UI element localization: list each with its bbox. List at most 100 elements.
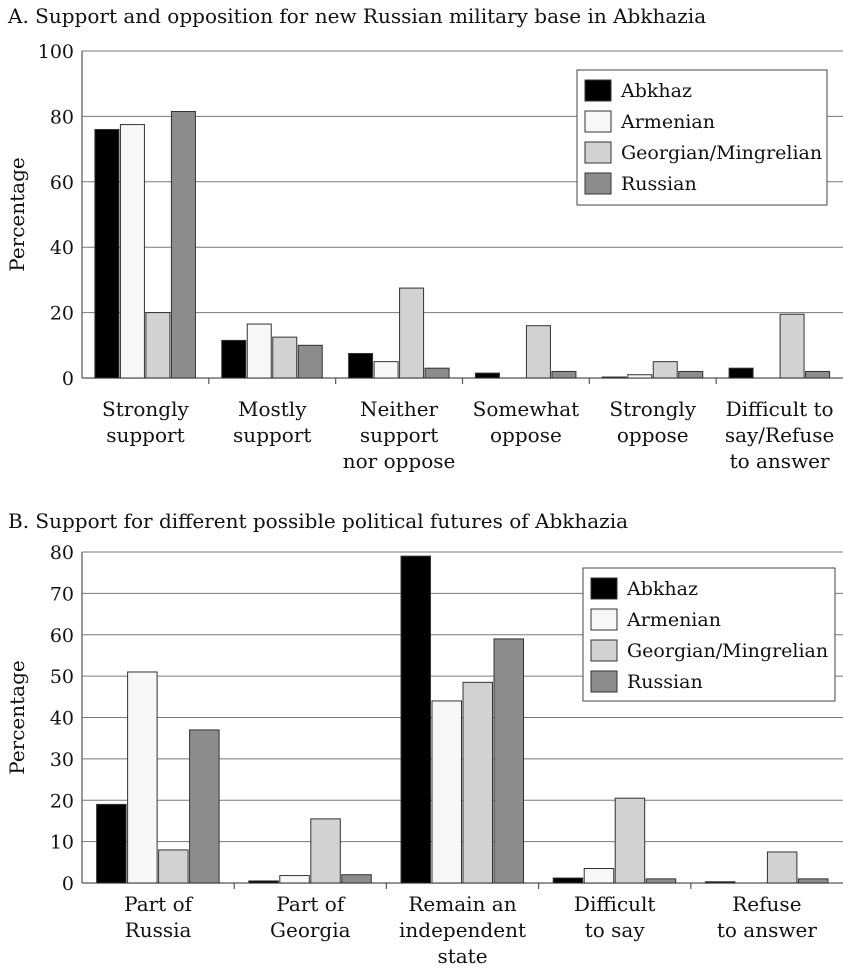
- chart-a-category-label: nor oppose: [343, 449, 456, 473]
- chart-a-category-label: to answer: [730, 449, 830, 473]
- chart-b-category-label: state: [437, 944, 487, 968]
- chart-a-legend-label: Abkhaz: [620, 80, 692, 102]
- chart-b-category-label: to say: [585, 918, 646, 942]
- chart-a-y-axis-label: Percentage: [5, 157, 29, 271]
- chart-a-bar: [272, 336, 298, 379]
- chart-a-bar: [170, 110, 196, 379]
- chart-b-category-label: Remain an: [408, 892, 516, 916]
- chart-a-category-label: support: [360, 423, 438, 447]
- chart-a-bar: [373, 361, 399, 379]
- chart-a-y-tick-label: 40: [50, 237, 74, 259]
- chart-a-y-tick-label: 80: [50, 106, 74, 128]
- chart-b-bar: [552, 877, 584, 884]
- chart-a-bar: [348, 352, 374, 379]
- chart-b-bar: [400, 555, 431, 884]
- chart-b-bar: [189, 729, 220, 884]
- chart-b-category-label: Part of: [124, 892, 193, 916]
- chart-a-category-label: oppose: [617, 423, 689, 447]
- chart-a-title: A. Support and opposition for new Russia…: [8, 4, 707, 28]
- chart-b-legend-label: Georgian/Mingrelian: [627, 640, 828, 662]
- chart-b-y-tick-label: 0: [62, 873, 74, 895]
- chart-b-bar: [310, 818, 341, 884]
- chart-b-bar: [462, 681, 493, 884]
- chart-a-legend-label: Armenian: [620, 111, 715, 133]
- chart-a-bar: [627, 374, 653, 379]
- chart-a-bar: [601, 376, 627, 379]
- chart-b-category-label: to answer: [717, 918, 817, 942]
- chart-a-y-tick-label: 60: [50, 172, 74, 194]
- chart-a-bar: [424, 367, 450, 379]
- chart-b-y-tick-label: 40: [50, 708, 74, 730]
- chart-b-category-label: Refuse: [732, 892, 801, 916]
- chart-a-legend-swatch: [584, 172, 612, 195]
- chart-a-category-label: Strongly: [609, 397, 696, 421]
- chart-b-bar: [158, 849, 189, 884]
- chart-b-bar: [493, 638, 524, 884]
- chart-a-bar: [652, 361, 678, 379]
- chart-a-category-label: support: [106, 423, 184, 447]
- chart-b-y-tick-label: 30: [50, 749, 74, 771]
- chart-a-category-label: oppose: [490, 423, 562, 447]
- chart-b-y-axis-label: Percentage: [5, 660, 29, 774]
- chart-b-legend: [582, 567, 836, 702]
- chart-a-legend-label: Russian: [621, 173, 697, 195]
- chart-b-category-label: Difficult: [574, 892, 656, 916]
- chart-a: 020406080100PercentageStronglysupportMos…: [5, 41, 843, 473]
- chart-b-legend-swatch: [590, 608, 618, 631]
- chart-a-category-label: support: [233, 423, 311, 447]
- chart-a-category-label: say/Refuse: [725, 423, 835, 447]
- chart-b-y-tick-label: 60: [50, 625, 74, 647]
- chart-b-bar: [645, 878, 677, 884]
- chart-b-bar: [704, 881, 736, 884]
- chart-b-bar: [341, 874, 372, 884]
- chart-b-y-tick-label: 10: [50, 832, 74, 854]
- chart-a-bar: [525, 325, 551, 379]
- chart-b-bar: [127, 671, 158, 884]
- chart-a-y-tick-label: 0: [62, 368, 74, 390]
- chart-a-bar: [678, 370, 704, 379]
- chart-a-legend-swatch: [584, 110, 612, 133]
- chart-b-bar: [614, 797, 646, 884]
- chart-a-bar: [551, 370, 577, 379]
- chart-b-legend-label: Russian: [627, 671, 703, 693]
- chart-a-category-label: Somewhat: [473, 397, 580, 421]
- chart-b-y-tick-label: 20: [50, 790, 74, 812]
- chart-b-y-tick-label: 80: [50, 542, 74, 564]
- chart-a-y-tick-label: 20: [50, 303, 74, 325]
- chart-a-bar: [297, 344, 323, 379]
- chart-a-category-label: Difficult to: [726, 397, 834, 421]
- chart-b-category-label: Part of: [276, 892, 345, 916]
- chart-b-y-tick-label: 70: [50, 583, 74, 605]
- chart-a-bar: [399, 287, 425, 379]
- chart-a-legend-swatch: [584, 79, 612, 102]
- chart-a-bar: [221, 339, 247, 379]
- chart-b-legend-label: Armenian: [626, 609, 721, 631]
- chart-a-category-label: Strongly: [102, 397, 189, 421]
- chart-a-bar: [145, 312, 171, 379]
- chart-b-bar: [248, 880, 279, 884]
- chart-b-bar: [431, 700, 462, 884]
- chart-a-bar: [94, 128, 120, 379]
- chart-a-legend-swatch: [584, 141, 612, 164]
- chart-a-category-label: Mostly: [238, 397, 307, 421]
- chart-b-category-label: Russia: [125, 918, 192, 942]
- chart-b-legend-label: Abkhaz: [626, 578, 698, 600]
- chart-a-bar: [246, 323, 272, 379]
- chart-a-y-tick-label: 100: [38, 41, 74, 63]
- chart-b-legend-swatch: [590, 577, 618, 600]
- chart-a-bar: [728, 367, 754, 379]
- chart-a-legend-label: Georgian/Mingrelian: [621, 142, 822, 164]
- chart-b-legend-swatch: [590, 639, 618, 662]
- chart-b-bar: [766, 851, 798, 884]
- chart-a-bar: [119, 124, 145, 379]
- chart-b-bar: [279, 875, 310, 884]
- chart-b-bar: [797, 878, 829, 884]
- chart-a-bar: [779, 313, 805, 379]
- chart-b-bar: [96, 803, 127, 884]
- chart-a-category-label: Neither: [360, 397, 438, 421]
- chart-b-y-tick-label: 50: [50, 666, 74, 688]
- chart-a-bar: [474, 372, 500, 379]
- chart-b-bar: [583, 868, 615, 884]
- chart-b-category-label: independent: [399, 918, 526, 942]
